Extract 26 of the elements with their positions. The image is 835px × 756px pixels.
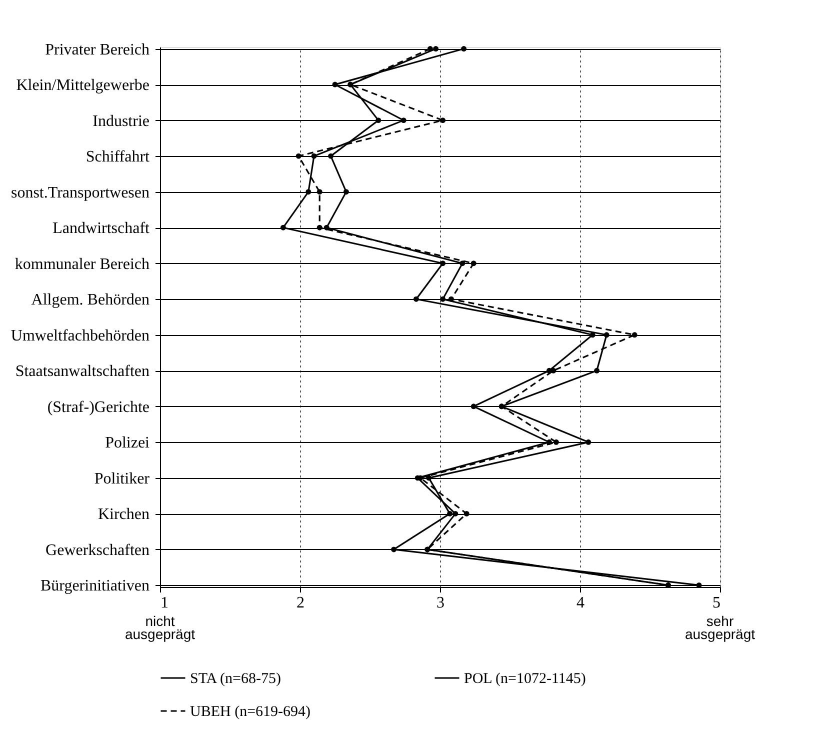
y-tick-label: Gewerkschaften (46, 542, 150, 559)
y-tick-label: Industrie (92, 112, 150, 130)
legend-label: STA (n=68-75) (190, 671, 282, 687)
legend-label: UBEH (n=619-694) (190, 704, 311, 720)
x-tick-label: 2 (296, 594, 304, 612)
y-tick-label: Allgem. Behörden (31, 292, 150, 309)
y-tick-label: Bürgerinitiativen (40, 578, 150, 595)
x-tick-label: 5 (712, 594, 720, 612)
y-tick-label: Polizei (105, 434, 150, 452)
x-tick-label: 4 (576, 594, 584, 612)
y-tick-label: Staatsanwaltschaften (15, 363, 150, 380)
legend-label: POL (n=1072-1145) (464, 671, 586, 687)
y-tick-label: Schiffahrt (86, 148, 150, 166)
y-tick-label: Klein/Mittelgewerbe (16, 77, 150, 94)
y-tick-label: sonst.Transportwesen (10, 184, 150, 202)
y-tick-label: Politiker (94, 470, 150, 488)
y-tick-label: Kirchen (98, 506, 150, 524)
text: nicht ausgeprägt (124, 613, 196, 642)
text: sehr ausgeprägt (684, 613, 756, 642)
x-tick-label: 1 (160, 594, 168, 612)
x-tick-label: 3 (436, 594, 444, 612)
y-tick-label: Umweltfachbehörden (10, 327, 150, 344)
y-tick-label: kommunaler Bereich (14, 256, 150, 273)
y-tick-label: (Straf-)Gerichte (47, 398, 150, 416)
y-tick-label: Privater Bereich (45, 41, 150, 58)
y-tick-label: Landwirtschaft (52, 220, 150, 238)
